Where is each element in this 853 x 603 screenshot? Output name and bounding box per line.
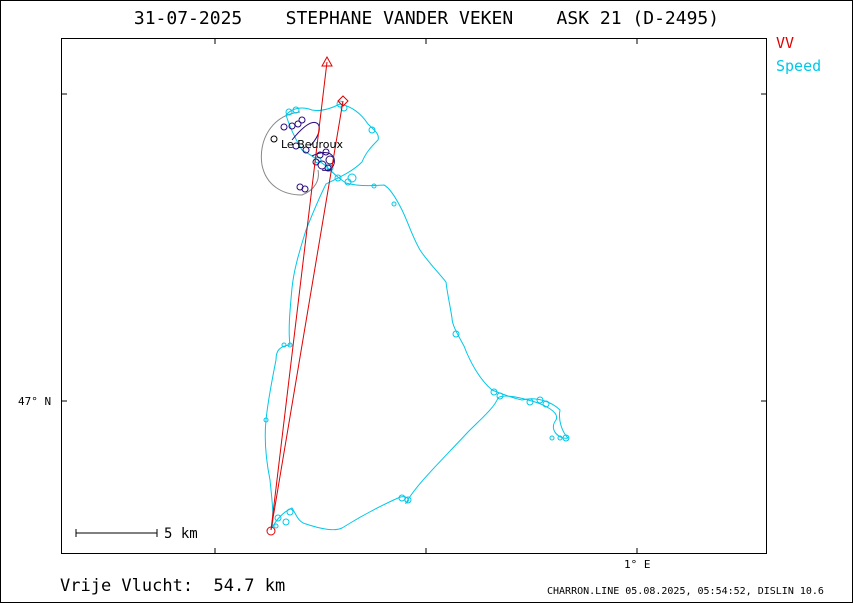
credits-line: CHARRON.LINE 05.08.2025, 05:54:52, DISLI… <box>547 586 824 597</box>
map-plot-area[interactable] <box>61 38 767 554</box>
flight-track <box>264 103 569 531</box>
free-flight-value: 54.7 km <box>213 576 286 596</box>
chart-title: 31-07-2025 STEPHANE VANDER VEKEN ASK 21 … <box>0 8 853 29</box>
title-date: 31-07-2025 <box>133 8 243 29</box>
legend-item-speed: Speed <box>776 57 822 75</box>
title-glider: ASK 21 (D-2495) <box>556 8 720 29</box>
town-label: Le Beuroux <box>281 138 343 151</box>
title-pilot: STEPHANE VANDER VEKEN <box>285 8 514 29</box>
track-thermal-loops <box>263 100 570 529</box>
circling-segments <box>280 116 335 193</box>
scale-bar <box>75 529 158 537</box>
turnpoint-triangle <box>321 55 333 67</box>
lon-axis-label: 1° E <box>624 558 651 571</box>
axis-ticks <box>61 38 767 554</box>
free-flight-label: Vrije Vlucht: <box>60 576 194 596</box>
start-finish-circle <box>266 526 276 536</box>
legend-item-vv: VV <box>776 34 795 52</box>
airfield-marker <box>270 135 278 143</box>
turnpoint-diamond <box>337 95 349 107</box>
task-legs <box>270 61 344 531</box>
free-flight-summary: Vrije Vlucht: 54.7 km <box>60 576 285 596</box>
lat-axis-label: 47° N <box>18 395 52 408</box>
area-outline <box>260 111 319 196</box>
scale-bar-label: 5 km <box>164 526 198 542</box>
